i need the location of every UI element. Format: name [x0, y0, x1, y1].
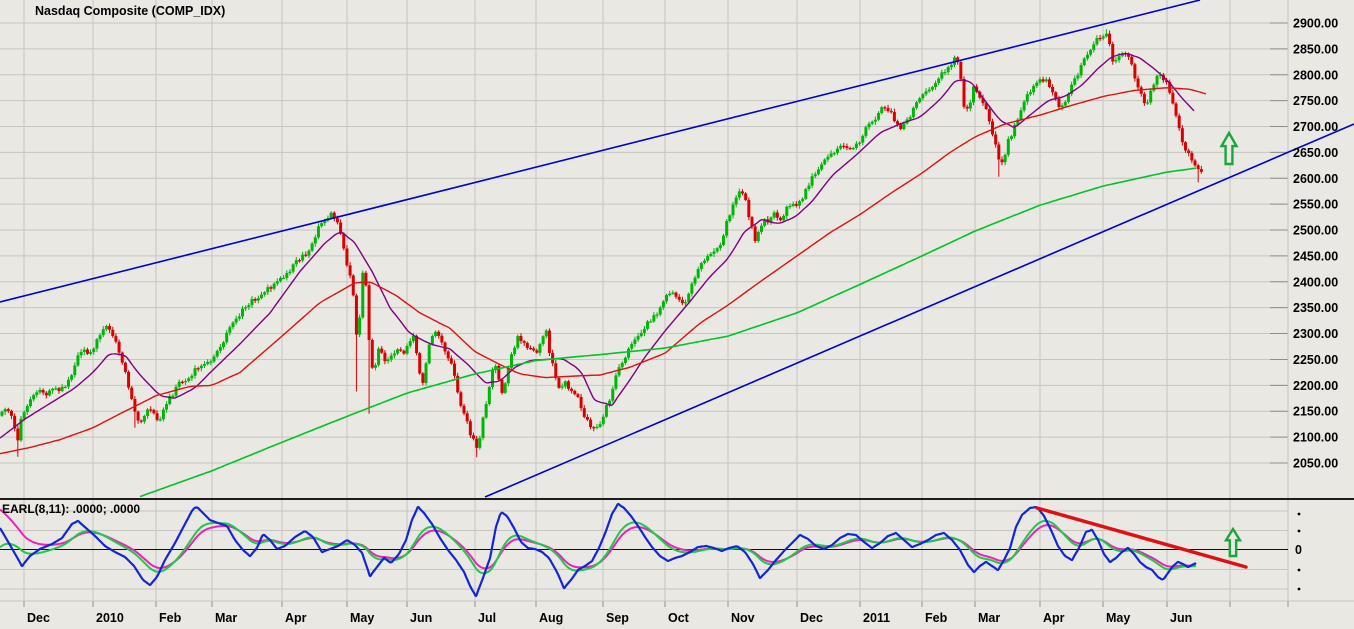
svg-text:Dec: Dec	[27, 611, 50, 625]
ma-fast-purple	[0, 52, 1195, 439]
svg-text:2150.00: 2150.00	[1293, 405, 1338, 419]
svg-text:May: May	[350, 611, 374, 625]
candlestick-series	[0, 29, 1203, 458]
svg-text:Jun: Jun	[410, 611, 432, 625]
svg-text:Sep: Sep	[606, 611, 629, 625]
svg-text:2600.00: 2600.00	[1293, 172, 1338, 186]
svg-text:2650.00: 2650.00	[1293, 146, 1338, 160]
svg-text:2350.00: 2350.00	[1293, 301, 1338, 315]
ma-slow-red	[0, 87, 1207, 455]
svg-text:Apr: Apr	[1043, 611, 1065, 625]
svg-text:2400.00: 2400.00	[1293, 275, 1338, 289]
svg-text:Aug: Aug	[539, 611, 563, 625]
svg-text:Jun: Jun	[1170, 611, 1192, 625]
svg-text:2010: 2010	[96, 611, 124, 625]
indicator-series	[0, 502, 1197, 598]
svg-text:2450.00: 2450.00	[1293, 249, 1338, 263]
earl-main-line	[0, 502, 1197, 598]
svg-text:2300.00: 2300.00	[1293, 327, 1338, 341]
svg-text:May: May	[1106, 611, 1130, 625]
svg-text:2900.00: 2900.00	[1293, 17, 1338, 31]
svg-text:Apr: Apr	[285, 611, 307, 625]
buy-signal-arrow-main[interactable]	[1219, 130, 1239, 166]
svg-text:Feb: Feb	[925, 611, 948, 625]
ma-200-green	[139, 167, 1197, 498]
upper-channel-trendline[interactable]	[0, 0, 1201, 303]
svg-text:2500.00: 2500.00	[1293, 224, 1338, 238]
svg-text:Mar: Mar	[215, 611, 237, 625]
svg-text:2850.00: 2850.00	[1293, 42, 1338, 56]
svg-text:2250.00: 2250.00	[1293, 353, 1338, 367]
svg-text:2550.00: 2550.00	[1293, 198, 1338, 212]
svg-text:2050.00: 2050.00	[1293, 456, 1338, 470]
gridlines	[0, 0, 1354, 607]
x-axis-labels: Dec 2010 Feb Mar Apr May Jun Jul Aug Sep Oct Nov Dec…	[27, 611, 1192, 625]
svg-text:Nov: Nov	[731, 611, 755, 625]
svg-text:2800.00: 2800.00	[1293, 68, 1338, 82]
svg-text:2750.00: 2750.00	[1293, 94, 1338, 108]
buy-signal-arrow-indicator[interactable]	[1223, 526, 1243, 558]
y-axis-labels: 2900.00 2850.00 2800.00 2750.00 2700.00 2650.…	[1293, 17, 1338, 471]
svg-text:Jul: Jul	[478, 611, 496, 625]
svg-text:2011: 2011	[863, 611, 890, 625]
panel-axis-labels: 0	[1295, 512, 1302, 591]
panel-downtrend-line[interactable]	[1035, 506, 1248, 569]
lower-channel-trendline[interactable]	[484, 123, 1354, 498]
chart-title: Nasdaq Composite (COMP_IDX)	[35, 4, 226, 18]
indicator-label: EARL(8,11): .0000; .0000	[2, 502, 141, 516]
svg-text:2200.00: 2200.00	[1293, 379, 1338, 393]
earl-fast-signal-line	[0, 519, 1197, 575]
svg-text:Oct: Oct	[668, 611, 690, 625]
svg-text:2700.00: 2700.00	[1293, 120, 1338, 134]
svg-text:0: 0	[1295, 543, 1302, 557]
svg-text:Feb: Feb	[159, 611, 182, 625]
svg-text:2100.00: 2100.00	[1293, 431, 1338, 445]
svg-text:Mar: Mar	[978, 611, 1000, 625]
svg-text:Dec: Dec	[800, 611, 823, 625]
